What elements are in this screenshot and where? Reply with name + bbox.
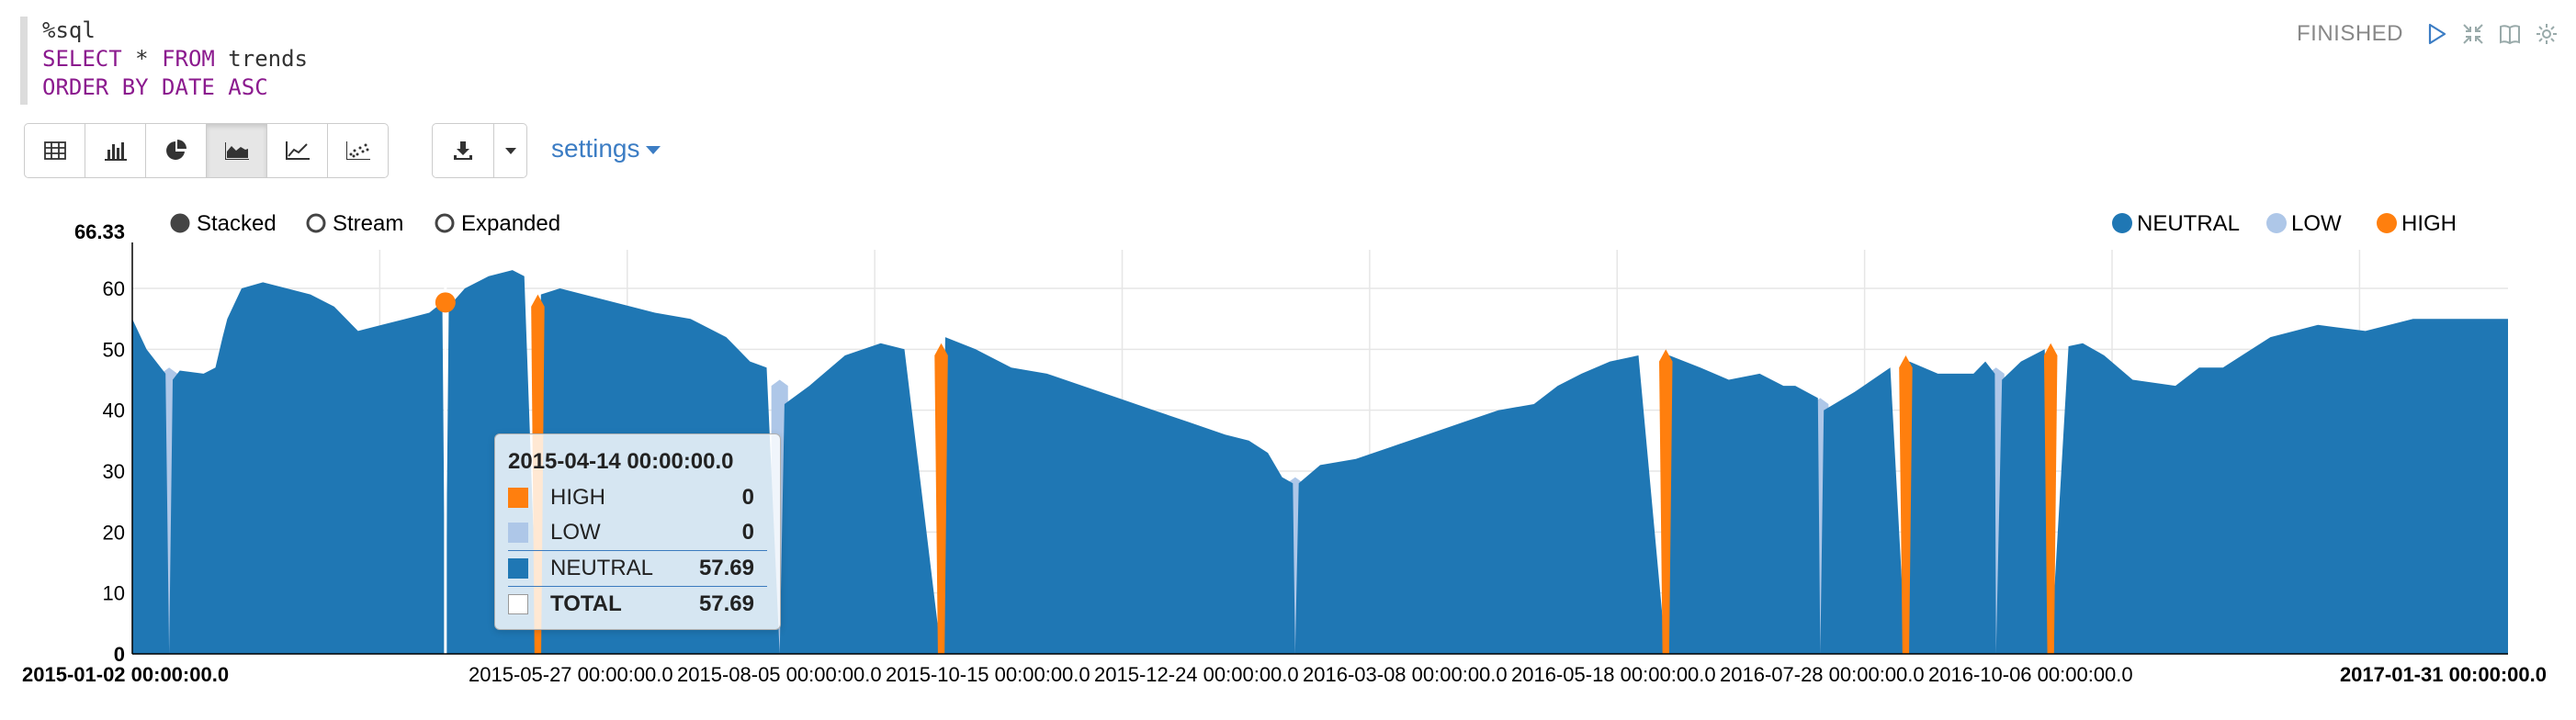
line-chart-button[interactable] <box>266 123 328 178</box>
y-tick-label: 30 <box>103 460 125 483</box>
download-button[interactable] <box>432 123 494 178</box>
settings-label: settings <box>551 134 640 163</box>
radio-expanded[interactable] <box>435 213 455 233</box>
scatter-chart-button[interactable] <box>327 123 389 178</box>
code-line: %sql <box>42 17 1270 45</box>
bar-chart-button[interactable] <box>85 123 146 178</box>
code-editor[interactable]: %sql SELECT * FROM trends ORDER BY DATE … <box>20 17 1270 105</box>
line-chart-icon <box>285 141 310 160</box>
area-chart-button[interactable] <box>206 123 267 178</box>
x-tick-label: 2016-03-08 00:00:00.0 <box>1303 663 1508 686</box>
download-options-button[interactable] <box>494 123 527 178</box>
tooltip-label: TOTAL <box>550 591 622 616</box>
radio-stream[interactable] <box>306 213 326 233</box>
tooltip-label: NEUTRAL <box>550 556 654 580</box>
legend-dot-low[interactable] <box>2266 213 2287 233</box>
paragraph-status: FINISHED <box>2296 21 2403 46</box>
sql-text: trends <box>214 46 309 72</box>
high-series-spike[interactable] <box>1899 354 1913 654</box>
legend-dot-neutral[interactable] <box>2112 213 2132 233</box>
tooltip-swatch <box>508 594 528 614</box>
x-tick-label: 2015-10-15 00:00:00.0 <box>886 663 1090 686</box>
neutral-series-area[interactable] <box>132 270 2508 654</box>
stacked-area-chart[interactable]: 0 10 20 30 40 50 60 66.33 2015-01-02 00:00:00.0 2… <box>0 197 2576 711</box>
sql-text: * <box>121 46 163 72</box>
download-icon <box>454 141 472 160</box>
tooltip-value: 57.69 <box>698 556 754 580</box>
y-tick-label: 0 <box>114 643 125 666</box>
sql-text: %sql <box>42 17 96 43</box>
code-line: ORDER BY DATE ASC <box>42 73 1270 102</box>
chart-area: 0 10 20 30 40 50 60 66.33 2015-01-02 00:00:00.0 2… <box>0 197 2576 711</box>
legend-label-high: HIGH <box>2401 211 2457 236</box>
tooltip-value: 0 <box>741 520 754 545</box>
x-tick-label: 2015-05-27 00:00:00.0 <box>469 663 673 686</box>
legend-dot-high[interactable] <box>2377 213 2397 233</box>
pie-chart-button[interactable] <box>145 123 207 178</box>
hover-point-marker <box>435 292 456 313</box>
y-tick-label: 10 <box>103 582 125 605</box>
x-tick-label: 2015-12-24 00:00:00.0 <box>1094 663 1299 686</box>
tooltip-title: 2015-04-14 00:00:00.0 <box>508 449 734 474</box>
book-icon[interactable] <box>2497 21 2523 47</box>
area-chart-icon <box>224 142 249 160</box>
scatter-chart-icon <box>345 141 370 160</box>
mode-label-stacked: Stacked <box>197 211 277 236</box>
tooltip-row-high: HIGH 0 <box>508 480 767 515</box>
x-tick-label: 2016-07-28 00:00:00.0 <box>1720 663 1925 686</box>
code-line: SELECT * FROM trends <box>42 45 1270 73</box>
x-tick-label: 2016-05-18 00:00:00.0 <box>1511 663 1716 686</box>
visualization-toolbar <box>24 123 389 180</box>
tooltip-row-total: TOTAL 57.69 <box>508 586 767 622</box>
table-view-button[interactable] <box>24 123 85 178</box>
table-icon <box>43 141 66 160</box>
tooltip-row-low: LOW 0 <box>508 515 767 550</box>
radio-stacked[interactable] <box>170 213 190 233</box>
chart-tooltip: 2015-04-14 00:00:00.0 HIGH 0 LOW 0 NEUTR… <box>494 433 781 630</box>
x-end-label: 2017-01-31 00:00:00.0 <box>2340 663 2547 686</box>
x-tick-label: 2015-08-05 00:00:00.0 <box>677 663 882 686</box>
mode-label-stream: Stream <box>333 211 403 236</box>
y-tick-label: 50 <box>103 338 125 361</box>
legend-label-neutral: NEUTRAL <box>2137 211 2240 236</box>
chevron-down-icon <box>504 148 516 154</box>
y-tick-label: 40 <box>103 399 125 422</box>
pie-chart-icon <box>165 140 186 160</box>
x-start-label: 2015-01-02 00:00:00.0 <box>22 663 229 686</box>
tooltip-value: 57.69 <box>698 591 754 616</box>
high-series-spike[interactable] <box>2043 343 2058 654</box>
x-tick-label: 2016-10-06 00:00:00.0 <box>1928 663 2133 686</box>
y-max-label: 66.33 <box>74 220 125 243</box>
tooltip-label: HIGH <box>550 485 605 510</box>
gear-icon[interactable] <box>2534 21 2559 47</box>
tooltip-swatch <box>508 558 528 579</box>
tooltip-row-neutral: NEUTRAL 57.69 <box>508 550 767 586</box>
legend-label-low: LOW <box>2291 211 2342 236</box>
collapse-icon[interactable] <box>2460 21 2486 47</box>
tooltip-swatch <box>508 488 528 508</box>
download-button-group <box>432 123 527 180</box>
bar-chart-icon <box>104 142 127 161</box>
sql-keyword: ORDER BY DATE ASC <box>42 74 268 100</box>
settings-toggle[interactable]: settings <box>551 134 661 163</box>
y-tick-label: 60 <box>103 277 125 300</box>
tooltip-swatch <box>508 523 528 543</box>
caret-down-icon <box>645 145 661 154</box>
mode-label-expanded: Expanded <box>461 211 560 236</box>
sql-keyword: FROM <box>162 46 215 72</box>
high-series-spike[interactable] <box>934 343 948 654</box>
sql-keyword: SELECT <box>42 46 122 72</box>
run-icon[interactable] <box>2423 21 2449 47</box>
tooltip-value: 0 <box>741 485 754 510</box>
high-series-spike[interactable] <box>1659 349 1673 654</box>
y-tick-label: 20 <box>103 521 125 544</box>
paragraph-controls: FINISHED <box>2297 18 2559 50</box>
tooltip-label: LOW <box>550 520 601 545</box>
